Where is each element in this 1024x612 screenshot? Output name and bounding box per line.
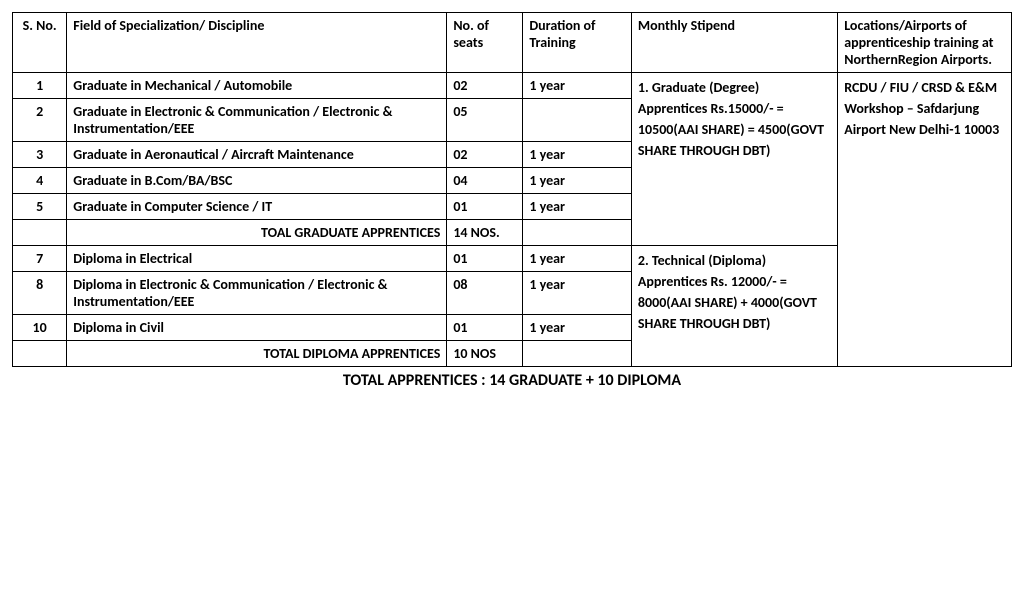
cell-seats: 02 (447, 73, 523, 99)
cell-seats: 08 (447, 272, 523, 315)
cell-blank (13, 220, 67, 246)
cell-subtotal-label: TOTAL DIPLOMA APPRENTICES (67, 341, 447, 367)
cell-duration: 1 year (523, 168, 632, 194)
cell-duration: 1 year (523, 194, 632, 220)
col-field: Field of Specialization/ Discipline (67, 13, 447, 73)
cell-sno: 2 (13, 99, 67, 142)
cell-blank (523, 220, 632, 246)
cell-seats: 01 (447, 315, 523, 341)
col-duration: Duration of Training (523, 13, 632, 73)
cell-sno: 3 (13, 142, 67, 168)
cell-seats: 01 (447, 246, 523, 272)
cell-seats: 05 (447, 99, 523, 142)
col-sno: S. No. (13, 13, 67, 73)
cell-stipend-grad: 1. Graduate (Degree) Apprentices Rs.1500… (631, 73, 837, 246)
cell-blank (13, 341, 67, 367)
cell-field: Diploma in Electronic & Communication / … (67, 272, 447, 315)
cell-location: RCDU / FIU / CRSD & E&M Workshop – Safda… (838, 73, 1012, 367)
cell-field: Graduate in B.Com/BA/BSC (67, 168, 447, 194)
cell-field: Diploma in Civil (67, 315, 447, 341)
cell-sno: 5 (13, 194, 67, 220)
cell-duration: 1 year (523, 142, 632, 168)
cell-duration: 1 year (523, 315, 632, 341)
col-stipend: Monthly Stipend (631, 13, 837, 73)
cell-duration: 1 year (523, 246, 632, 272)
apprenticeship-table: S. No. Field of Specialization/ Discipli… (12, 12, 1012, 367)
cell-field: Diploma in Electrical (67, 246, 447, 272)
cell-sno: 7 (13, 246, 67, 272)
header-row: S. No. Field of Specialization/ Discipli… (13, 13, 1012, 73)
cell-field: Graduate in Electronic & Communication /… (67, 99, 447, 142)
cell-field: Graduate in Mechanical / Automobile (67, 73, 447, 99)
cell-stipend-dip: 2. Technical (Diploma) Apprentices Rs. 1… (631, 246, 837, 367)
cell-subtotal-value: 14 NOS. (447, 220, 523, 246)
table-row: 1 Graduate in Mechanical / Automobile 02… (13, 73, 1012, 99)
cell-sno: 10 (13, 315, 67, 341)
cell-subtotal-label: TOAL GRADUATE APPRENTICES (67, 220, 447, 246)
cell-seats: 04 (447, 168, 523, 194)
cell-sno: 4 (13, 168, 67, 194)
cell-duration: 1 year (523, 272, 632, 315)
cell-blank (523, 341, 632, 367)
cell-subtotal-value: 10 NOS (447, 341, 523, 367)
cell-seats: 02 (447, 142, 523, 168)
cell-field: Graduate in Aeronautical / Aircraft Main… (67, 142, 447, 168)
cell-field: Graduate in Computer Science / IT (67, 194, 447, 220)
cell-duration (523, 99, 632, 142)
footer-total: TOTAL APPRENTICES : 14 GRADUATE + 10 DIP… (12, 371, 1012, 390)
col-seats: No. of seats (447, 13, 523, 73)
col-location: Locations/Airports of apprenticeship tra… (838, 13, 1012, 73)
cell-sno: 1 (13, 73, 67, 99)
cell-duration: 1 year (523, 73, 632, 99)
cell-seats: 01 (447, 194, 523, 220)
cell-sno: 8 (13, 272, 67, 315)
